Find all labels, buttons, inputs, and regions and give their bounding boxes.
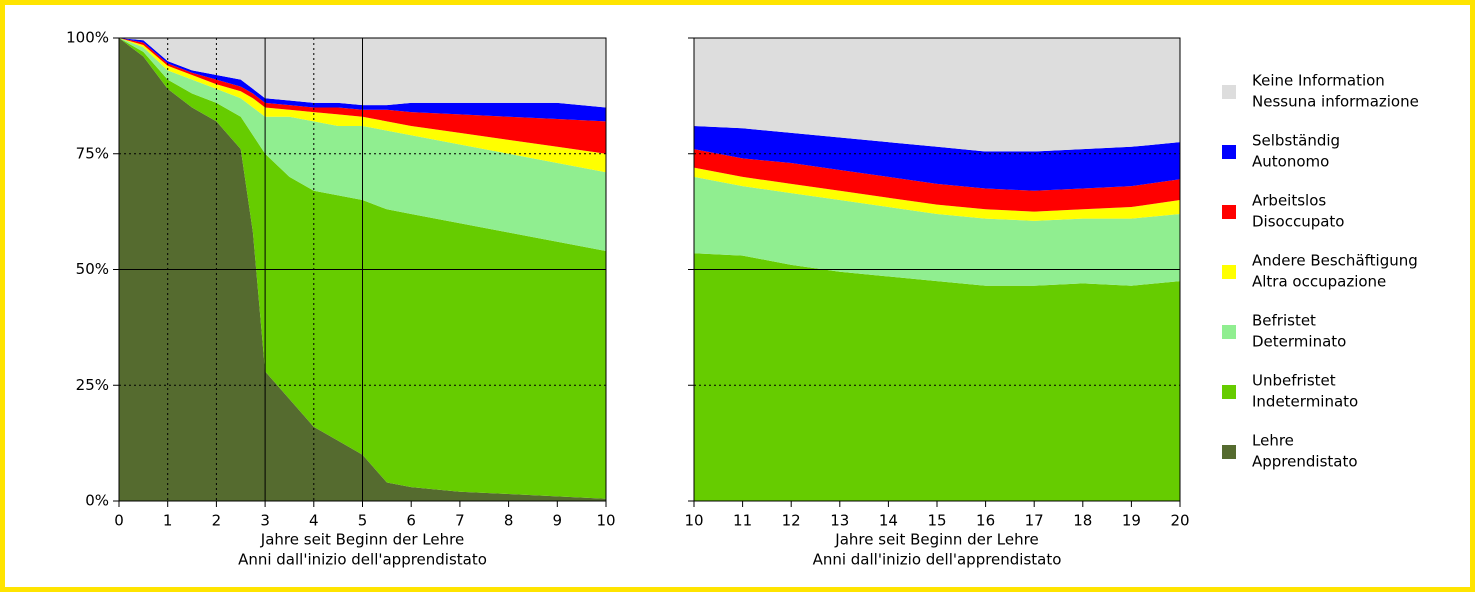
area — [694, 253, 1180, 501]
x-tick-label: 9 — [553, 512, 563, 530]
legend-label: Nessuna informazione — [1252, 93, 1419, 111]
legend-swatch — [1222, 325, 1236, 339]
x-tick-label: 8 — [504, 512, 514, 530]
area — [694, 176, 1180, 286]
x-tick-label: 0 — [114, 512, 124, 530]
x-tick-label: 16 — [976, 512, 995, 530]
y-tick-label: 0% — [85, 492, 109, 510]
x-tick-label: 19 — [1122, 512, 1141, 530]
legend-label: Befristet — [1252, 312, 1316, 330]
x-tick-label: 15 — [927, 512, 946, 530]
y-tick-label: 100% — [66, 29, 109, 47]
y-tick-label: 50% — [76, 260, 109, 278]
area — [694, 125, 1180, 191]
area — [694, 38, 1180, 152]
area — [119, 38, 606, 154]
legend-label: Andere Beschäftigung — [1252, 252, 1418, 270]
x-tick-label: 13 — [830, 512, 849, 530]
x-tick-label: 20 — [1170, 512, 1189, 530]
legend-swatch — [1222, 385, 1236, 399]
x-tick-label: 3 — [260, 512, 270, 530]
legend-label: Determinato — [1252, 333, 1346, 351]
legend-label: Apprendistato — [1252, 453, 1358, 471]
legend-label: Keine Information — [1252, 72, 1385, 90]
legend-label: Autonomo — [1252, 153, 1329, 171]
area — [694, 149, 1180, 212]
x-tick-label: 1 — [163, 512, 173, 530]
legend-label: Selbständig — [1252, 132, 1340, 150]
legend-swatch — [1222, 85, 1236, 99]
legend-label: Altra occupazione — [1252, 273, 1386, 291]
legend-label: Arbeitslos — [1252, 192, 1326, 210]
x-tick-label: 4 — [309, 512, 319, 530]
area — [694, 167, 1180, 221]
area — [119, 38, 606, 173]
x-axis-label: Anni dall'inizio dell'apprendistato — [238, 551, 487, 569]
x-tick-label: 2 — [212, 512, 222, 530]
legend-label: Indeterminato — [1252, 393, 1358, 411]
y-tick-label: 75% — [76, 144, 109, 162]
x-axis-label: Jahre seit Beginn der Lehre — [260, 531, 464, 549]
legend-label: Disoccupato — [1252, 213, 1344, 231]
x-axis-label: Anni dall'inizio dell'apprendistato — [813, 551, 1062, 569]
x-tick-label: 5 — [358, 512, 368, 530]
legend-swatch — [1222, 445, 1236, 459]
legend-swatch — [1222, 145, 1236, 159]
legend-swatch — [1222, 265, 1236, 279]
x-tick-label: 10 — [684, 512, 703, 530]
x-tick-label: 11 — [733, 512, 752, 530]
x-tick-label: 10 — [596, 512, 615, 530]
legend-label: Unbefristet — [1252, 372, 1336, 390]
x-tick-label: 18 — [1073, 512, 1092, 530]
x-tick-label: 12 — [782, 512, 801, 530]
x-tick-label: 14 — [879, 512, 898, 530]
x-tick-label: 17 — [1025, 512, 1044, 530]
legend-swatch — [1222, 205, 1236, 219]
x-axis-label: Jahre seit Beginn der Lehre — [834, 531, 1038, 549]
x-tick-label: 7 — [455, 512, 465, 530]
y-tick-label: 25% — [76, 376, 109, 394]
x-tick-label: 6 — [406, 512, 416, 530]
legend-label: Lehre — [1252, 432, 1294, 450]
